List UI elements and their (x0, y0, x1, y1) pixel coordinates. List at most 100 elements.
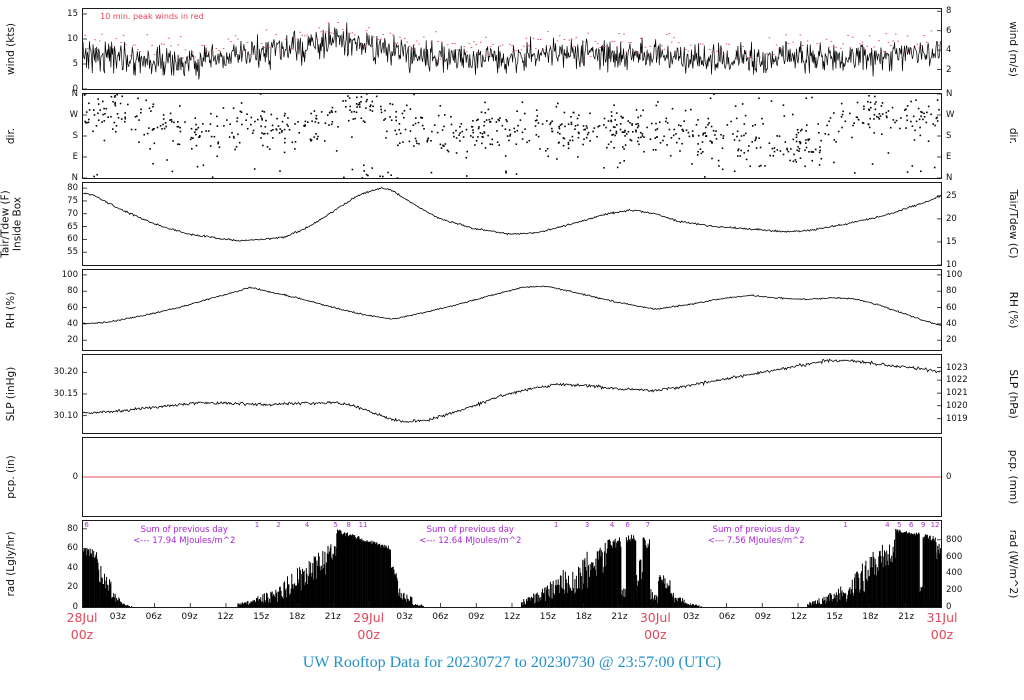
rad-top-number: 4 (885, 521, 890, 529)
temp-right-axis-label: Tair/Tdew (C) (1006, 189, 1019, 259)
y-tick-label: 15 (946, 236, 957, 247)
x-hour-label: 09z (181, 612, 198, 622)
y-tick-label: 600 (946, 551, 963, 562)
pcp-right-ticks: 0 (942, 437, 1000, 517)
slp-chart (83, 358, 941, 423)
wind-chart (83, 10, 941, 89)
y-tick-label: W (946, 110, 955, 120)
x-hour-label: 03z (683, 612, 700, 622)
y-tick-label: 70 (67, 208, 78, 219)
temp-left-axis-label: Tair/Tdew (F) Inside Box (0, 190, 23, 258)
rad-top-number: 4 (304, 521, 310, 529)
y-tick-label: S (946, 131, 952, 141)
x-hour-label: 06z (718, 612, 736, 622)
y-tick-label: 0 (72, 602, 78, 612)
panel-wind: wind (kts) 0 5 10 15 10 min. peak winds in … (0, 6, 1024, 94)
x-hour-label: 06z (145, 612, 162, 622)
rh-right-ticks: 100 80 60 40 20 (942, 269, 1000, 351)
temp-left-ticks: 80 75 70 65 60 55 (24, 182, 82, 266)
wind-right-axis-label: wind (m/s) (1006, 21, 1019, 77)
y-tick-label: 10 (946, 260, 957, 270)
rad-chart (83, 528, 941, 607)
x-hour-label: 12z (217, 612, 234, 622)
y-tick-label: 30.15 (53, 389, 78, 399)
x-hour-label: 12z (790, 612, 807, 622)
y-tick-label: 10 (67, 34, 78, 44)
pcp-plot (82, 437, 942, 517)
wind-plot: 10 min. peak winds in red (82, 8, 942, 90)
y-tick-label: E (72, 152, 78, 162)
x-axis: 03z 06z 09z 12z 15z 18z 21z 03z 06z 09z 12z 15z 18z 2… (67, 610, 958, 650)
y-tick-label: 6 (946, 25, 952, 36)
y-tick-label: 40 (67, 562, 78, 573)
panel-pcp: pcp. (in) 0 0 pcp. (mm) (0, 437, 1024, 517)
y-tick-label: 60 (67, 543, 78, 554)
y-tick-label: 1021 (946, 388, 968, 399)
x-date-label: 30Jul 00z (639, 610, 671, 642)
rad-plot: Sum of previous day <--- 17.94 MJoules/m^… (82, 520, 942, 608)
rad-top-number: 1 (254, 521, 260, 529)
rad-top-number: 3 (584, 521, 590, 529)
y-tick-label: 80 (946, 286, 957, 297)
temp-chart (83, 187, 941, 265)
y-tick-label: N (946, 173, 953, 183)
y-tick-label: 40 (67, 318, 78, 329)
dir-left-axis-label: dir. (5, 127, 18, 145)
pcp-left-ticks: 0 (24, 437, 82, 517)
y-tick-label: N (71, 89, 78, 99)
rad-top-number: 6 (84, 521, 89, 529)
y-tick-label: 20 (946, 213, 957, 224)
x-hour-label: 21z (611, 612, 628, 622)
rad-right-axis-label: rad (W/m^2) (1006, 529, 1019, 599)
x-date-label: 28Jul 00z (66, 610, 98, 642)
slp-left-ticks: 30.20 30.15 30.10 (24, 354, 82, 434)
y-tick-label: 100 (946, 269, 963, 280)
y-tick-label: 0 (946, 602, 952, 612)
y-tick-label: N (71, 173, 78, 183)
pcp-right-axis-label: pcp. (mm) (1006, 449, 1019, 505)
rh-chart (83, 274, 941, 341)
wind-right-ticks: 2 4 6 8 (942, 6, 1000, 90)
pcp-left-axis-label: pcp. (in) (5, 455, 18, 499)
y-tick-label: S (72, 131, 78, 141)
panel-dir: dir. N W S E N N W S E N dir. (0, 89, 1024, 183)
y-tick-label: 1023 (946, 362, 968, 373)
x-hour-label: 06z (432, 612, 449, 622)
y-tick-label: 100 (61, 269, 78, 280)
slp-left-axis-label: SLP (inHg) (5, 366, 18, 422)
panel-stack: wind (kts) 0 5 10 15 10 min. peak winds in … (0, 6, 1024, 612)
y-tick-label: 15 (67, 9, 78, 19)
rad-right-ticks: 800 600 400 200 0 (942, 520, 1000, 612)
panel-temp: Tair/Tdew (F) Inside Box 80 75 70 65 60 55 25… (0, 182, 1024, 270)
y-tick-label: 0 (72, 472, 78, 482)
y-tick-label: 0 (72, 84, 78, 94)
y-tick-label: 20 (67, 335, 78, 346)
rad-top-number: 8 (346, 521, 351, 529)
rad-top-number: 6 (908, 521, 914, 529)
x-hour-label: 21z (898, 612, 915, 622)
rh-plot (82, 269, 942, 351)
y-tick-label: 4 (946, 45, 952, 56)
rad-left-ticks: 80 60 40 20 0 (24, 520, 82, 612)
temp-right-ticks: 25 20 15 10 (942, 182, 1000, 270)
y-tick-label: 2 (946, 64, 952, 75)
y-tick-label: 80 (67, 286, 78, 297)
y-tick-label: 20 (946, 335, 957, 346)
y-tick-label: E (946, 152, 952, 162)
slp-right-axis-label: SLP (hPa) (1006, 369, 1019, 419)
wind-left-ticks: 0 5 10 15 (24, 8, 82, 94)
rad-top-number: 5 (333, 521, 338, 529)
x-hour-label: 15z (539, 612, 556, 622)
x-hour-label: 18z (575, 612, 592, 622)
rad-top-number: 9 (920, 521, 926, 529)
x-hour-label: 21z (324, 612, 341, 622)
rad-top-number: 1 (553, 521, 559, 529)
wind-left-axis-label: wind (kts) (5, 22, 18, 76)
rh-left-ticks: 100 80 60 40 20 (24, 269, 82, 351)
y-tick-label: 8 (946, 6, 952, 17)
rad-top-number: 6 (625, 521, 630, 529)
sum-annotation: Sum of previous day <--- 17.94 MJoules/m^… (133, 525, 236, 547)
y-tick-label: 80 (67, 183, 78, 194)
y-tick-label: 5 (72, 59, 78, 69)
